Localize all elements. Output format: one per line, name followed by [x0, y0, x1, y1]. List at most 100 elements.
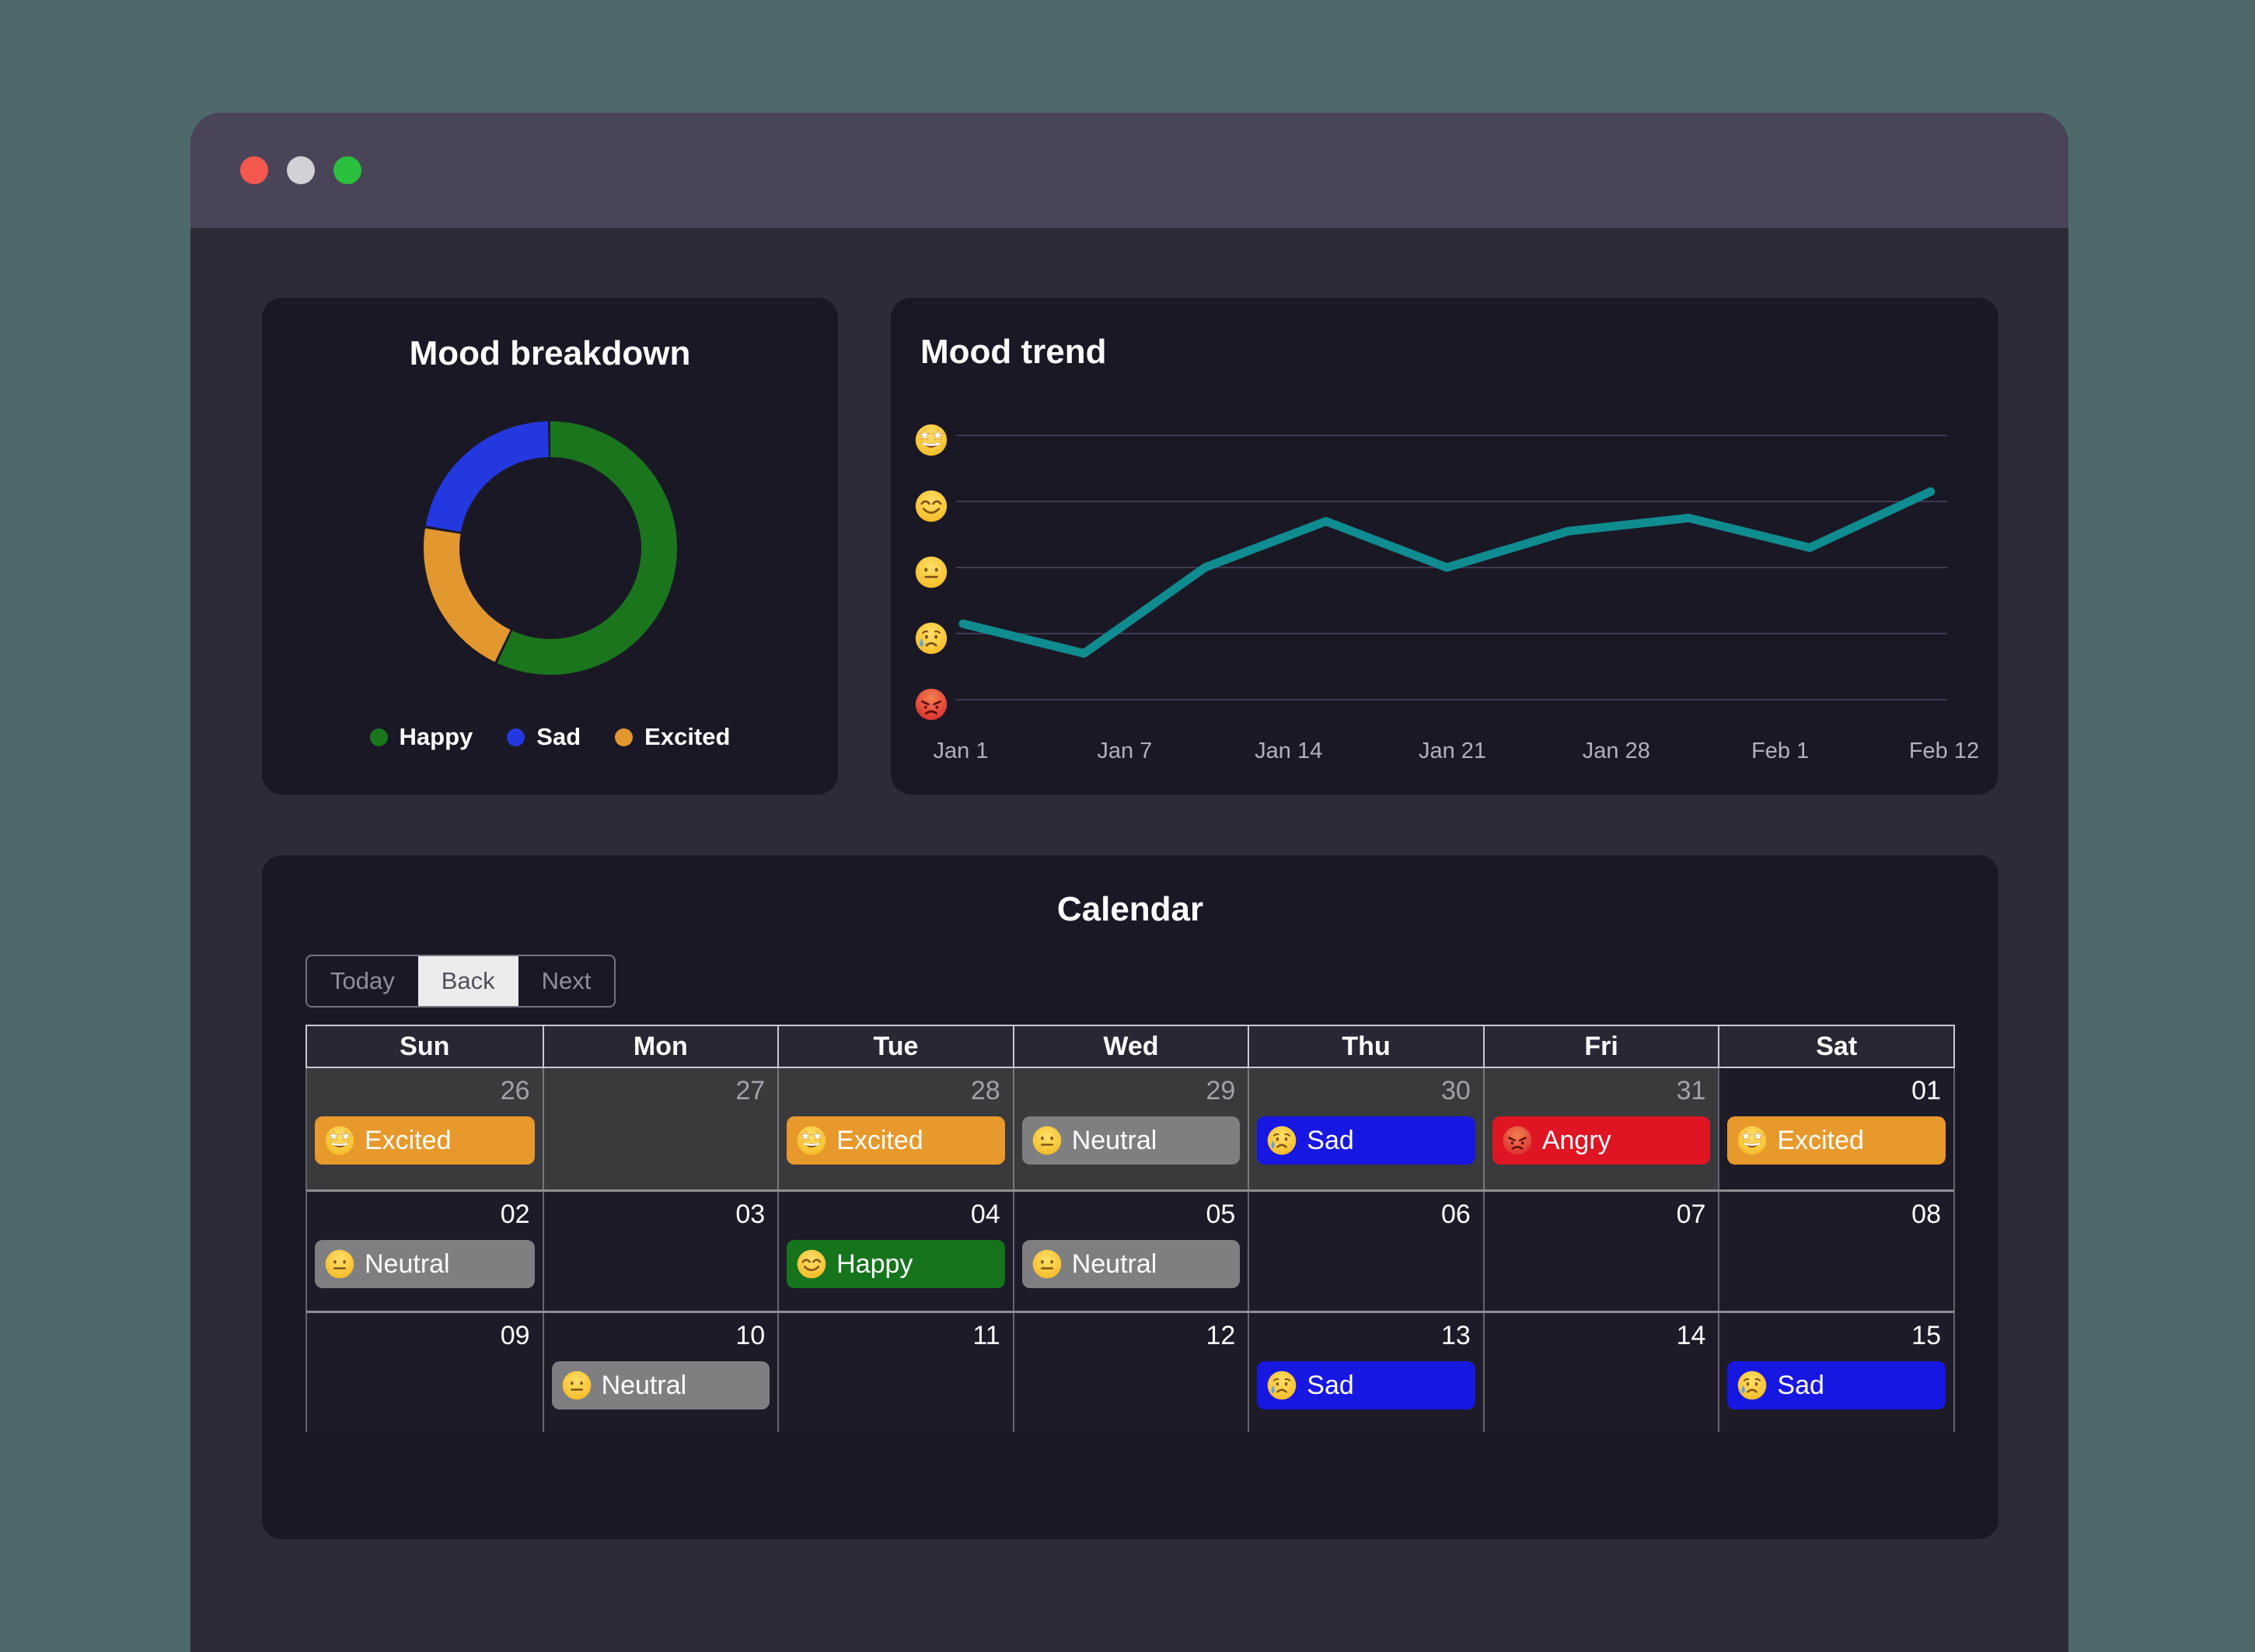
mood-event-happy[interactable]: Happy — [787, 1240, 1005, 1289]
calendar-day-cell[interactable]: 14 — [1482, 1313, 1719, 1433]
legend-dot-sad — [507, 728, 525, 746]
neutral-icon — [914, 555, 948, 589]
legend-label: Sad — [536, 723, 581, 750]
mood-breakdown-card: Mood breakdown Happy Sad Excited — [262, 298, 838, 795]
calendar-day-cell[interactable]: 11 — [777, 1313, 1013, 1433]
donut-chart-area — [422, 372, 679, 723]
mood-event-neutral[interactable]: Neutral — [1021, 1116, 1241, 1165]
calendar-day-cell[interactable]: 06 — [1248, 1192, 1483, 1311]
cry-icon — [914, 621, 948, 655]
day-number: 08 — [1911, 1200, 1941, 1230]
next-button[interactable]: Next — [518, 956, 615, 1006]
calendar-day-cell[interactable]: 30 Sad — [1248, 1068, 1483, 1190]
calendar-day-cell[interactable]: 31 Angry — [1482, 1068, 1719, 1190]
close-button[interactable] — [240, 156, 268, 184]
calendar-day-cell[interactable]: 01 Excited — [1718, 1068, 1953, 1190]
mood-event-sad[interactable]: Sad — [1257, 1361, 1475, 1410]
day-number: 29 — [1206, 1076, 1236, 1106]
window-titlebar — [190, 113, 2068, 228]
calendar-card: Calendar Today Back Next Sun Mon Tue Wed Thu Fr… — [262, 855, 1998, 1539]
day-number: 27 — [735, 1076, 766, 1106]
calendar-day-cell[interactable]: 05 Neutral — [1012, 1192, 1248, 1311]
legend-item-excited: Excited — [615, 723, 730, 751]
day-number: 14 — [1676, 1321, 1706, 1351]
calendar-day-cell[interactable]: 13 Sad — [1248, 1313, 1483, 1433]
minimize-button[interactable] — [287, 156, 315, 184]
day-number: 26 — [500, 1076, 530, 1106]
day-number: 05 — [1206, 1200, 1236, 1230]
day-number: 12 — [1206, 1321, 1236, 1351]
mood-event-excited[interactable]: Excited — [787, 1116, 1005, 1165]
day-number: 31 — [1676, 1076, 1706, 1106]
angry-icon — [914, 687, 948, 721]
day-number: 04 — [970, 1200, 1000, 1230]
calendar-day-cell[interactable]: 04 Happy — [777, 1192, 1013, 1311]
chart-legend: Happy Sad Excited — [369, 723, 730, 751]
calendar-day-cell[interactable]: 29 Neutral — [1012, 1068, 1248, 1190]
calendar-week-row: 26 Excited 27 28 Excited 29 Neutral 30 Sad 31 Angr… — [305, 1068, 1955, 1190]
event-label: Excited — [836, 1125, 923, 1155]
day-number: 13 — [1441, 1321, 1471, 1351]
day-number: 11 — [972, 1321, 1000, 1351]
mood-event-excited[interactable]: Excited — [1727, 1116, 1946, 1165]
angry-icon — [1502, 1125, 1533, 1156]
cry-icon — [1266, 1125, 1297, 1156]
event-label: Neutral — [1071, 1125, 1157, 1155]
donut-slice-excited — [423, 421, 677, 675]
event-label: Excited — [1777, 1125, 1864, 1155]
neutral-icon — [561, 1370, 592, 1401]
today-button[interactable]: Today — [307, 956, 418, 1006]
calendar-day-cell[interactable]: 02 Neutral — [307, 1192, 543, 1311]
legend-label: Excited — [644, 723, 731, 750]
event-label: Neutral — [601, 1370, 687, 1400]
event-label: Neutral — [365, 1249, 450, 1279]
day-header-sat: Sat — [1718, 1026, 1953, 1067]
calendar-toolbar-button-group: Today Back Next — [305, 955, 616, 1008]
event-label: Angry — [1541, 1125, 1611, 1155]
mood-event-angry[interactable]: Angry — [1492, 1116, 1711, 1165]
smile-icon — [914, 489, 948, 523]
mood-event-neutral[interactable]: Neutral — [551, 1361, 770, 1410]
event-label: Excited — [365, 1125, 452, 1155]
calendar-day-cell[interactable]: 08 — [1718, 1192, 1953, 1311]
x-axis-tick-label: Jan 28 — [1583, 739, 1650, 763]
x-axis-tick-label: Jan 1 — [934, 739, 989, 763]
mood-event-sad[interactable]: Sad — [1257, 1116, 1475, 1165]
calendar-body: 26 Excited 27 28 Excited 29 Neutral 30 Sad 31 Angr… — [305, 1068, 1955, 1433]
back-button[interactable]: Back — [417, 956, 518, 1007]
cry-icon — [1266, 1370, 1297, 1401]
mood-event-neutral[interactable]: Neutral — [315, 1240, 535, 1289]
day-header-thu: Thu — [1248, 1026, 1483, 1067]
mood-trend-card: Mood trend Jan 1 Jan 7 Jan 14 Jan 21 Jan 28 F… — [891, 298, 1998, 795]
calendar-day-cell[interactable]: 27 — [542, 1068, 778, 1190]
day-header-wed: Wed — [1012, 1026, 1248, 1067]
calendar-week-row: 09 10 Neutral 11 12 13 Sad 14 15 Sad — [305, 1311, 1955, 1433]
calendar-day-cell[interactable]: 09 — [307, 1313, 543, 1433]
calendar-day-cell[interactable]: 26 Excited — [307, 1068, 543, 1190]
neutral-icon — [1032, 1125, 1063, 1156]
day-number: 15 — [1911, 1321, 1941, 1351]
legend-dot-excited — [615, 728, 634, 746]
calendar-day-cell[interactable]: 07 — [1482, 1192, 1719, 1311]
event-label: Sad — [1307, 1125, 1354, 1155]
calendar-day-cell[interactable]: 12 — [1012, 1313, 1248, 1433]
mood-trend-line — [958, 487, 1936, 658]
calendar-day-cell[interactable]: 10 Neutral — [542, 1313, 778, 1433]
calendar-day-cell[interactable]: 15 Sad — [1718, 1313, 1953, 1433]
mood-event-excited[interactable]: Excited — [315, 1116, 535, 1165]
zoom-button[interactable] — [333, 156, 361, 184]
x-axis-tick-label: Jan 14 — [1255, 739, 1322, 763]
mood-breakdown-donut-chart — [423, 421, 677, 675]
neutral-icon — [1032, 1249, 1063, 1280]
calendar-day-cell[interactable]: 28 Excited — [777, 1068, 1013, 1190]
mood-event-sad[interactable]: Sad — [1727, 1361, 1946, 1410]
x-axis-tick-label: Jan 7 — [1097, 739, 1152, 763]
day-number: 03 — [735, 1200, 766, 1230]
calendar-week-row: 02 Neutral 03 04 Happy 05 Neutral 06 07 08 — [305, 1189, 1955, 1311]
mood-event-neutral[interactable]: Neutral — [1021, 1240, 1241, 1289]
calendar-day-cell[interactable]: 03 — [542, 1192, 778, 1311]
day-header-tue: Tue — [777, 1026, 1013, 1067]
mood-breakdown-title: Mood breakdown — [409, 334, 691, 372]
x-axis-tick-label: Feb 1 — [1751, 739, 1809, 763]
day-header-mon: Mon — [542, 1026, 778, 1067]
